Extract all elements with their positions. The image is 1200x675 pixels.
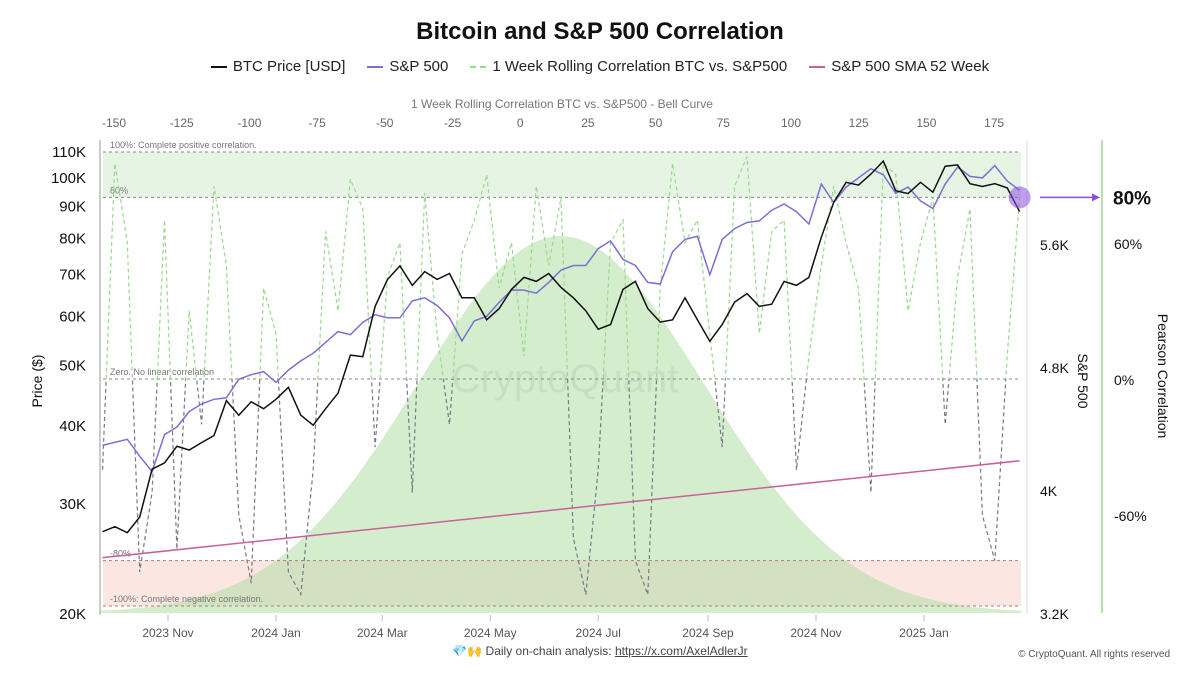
price-tick-label: 110K: [52, 144, 86, 161]
x-tick-label: 2025 Jan: [899, 626, 948, 640]
reference-label-3: -80%: [110, 549, 131, 559]
sp500-tick-label: 4K: [1040, 483, 1058, 499]
correlation-band-0: [103, 152, 1021, 198]
top-axis-tick-label: 100: [781, 116, 801, 130]
footer-text: 💎🙌 Daily on-chain analysis:: [452, 644, 615, 658]
price-tick-label: 40K: [59, 418, 86, 435]
top-axis-tick-label: 175: [984, 116, 1004, 130]
x-tick-label: 2024 Sep: [682, 626, 734, 640]
reference-label-4: -100%: Complete negative correlation.: [110, 594, 263, 604]
footer: 💎🙌 Daily on-chain analysis: https://x.co…: [0, 644, 1200, 658]
sp500-sma-line: [102, 460, 1020, 559]
top-axis-tick-label: 150: [916, 116, 936, 130]
x-tick-label: 2024 Jan: [251, 626, 300, 640]
sp500-axis-title: S&P 500: [1075, 353, 1091, 408]
top-axis-tick-label: -50: [376, 116, 394, 130]
top-axis-tick-label: -100: [237, 116, 261, 130]
legend-swatch-btc: [210, 65, 227, 68]
legend-swatch-correlation: [470, 65, 487, 68]
correlation-line-negative: [101, 379, 1007, 597]
price-tick-label: 60K: [59, 308, 86, 325]
btc-price-line: [102, 159, 1021, 534]
top-axis-tick-label: 75: [717, 116, 731, 130]
correlation-tick-label: 60%: [1114, 236, 1142, 252]
price-tick-label: 70K: [59, 267, 86, 284]
top-axis-tick-label: -75: [308, 116, 326, 130]
price-tick-label: 50K: [59, 358, 86, 375]
price-axis-title: Price ($): [29, 355, 45, 408]
footer-link[interactable]: https://x.com/AxelAdlerJr: [614, 644, 748, 658]
legend-item-sma[interactable]: S&P 500 SMA 52 Week: [809, 58, 989, 75]
reference-label-1: 80%: [110, 185, 128, 195]
chart-title: Bitcoin and S&P 500 Correlation: [416, 18, 784, 45]
legend-item-btc[interactable]: BTC Price [USD]: [210, 58, 346, 75]
price-tick-label: 80K: [59, 230, 86, 247]
top-axis-tick-label: 125: [849, 116, 869, 130]
copyright: © CryptoQuant. All rights reserved: [1018, 649, 1170, 660]
annotation-label: 80%: [1113, 188, 1151, 209]
top-axis-tick-label: -25: [444, 116, 462, 130]
x-tick-label: 2023 Nov: [142, 626, 193, 640]
correlation-tick-label: 0%: [1114, 372, 1134, 388]
price-tick-label: 20K: [59, 606, 86, 623]
legend: BTC Price [USD] S&P 500 1 Week Rolling C…: [0, 58, 1200, 75]
x-tick-label: 2024 Jul: [576, 626, 621, 640]
correlation-tick-label: -60%: [1114, 508, 1147, 524]
sp500-tick-label: 4.8K: [1040, 360, 1069, 376]
x-tick-label: 2024 Mar: [357, 626, 408, 640]
legend-label-sp500: S&P 500: [389, 58, 449, 75]
annotation-arrow-icon: [1092, 193, 1100, 202]
x-tick-label: 2024 Nov: [790, 626, 841, 640]
sp500-line: [102, 164, 1021, 474]
top-axis-tick-label: 25: [581, 116, 595, 130]
reference-label-2: Zero. No linear correlation: [110, 367, 214, 377]
legend-swatch-sp500: [367, 65, 384, 68]
top-axis-tick-label: -125: [170, 116, 194, 130]
price-tick-label: 30K: [59, 496, 86, 513]
price-tick-label: 90K: [59, 198, 86, 215]
bell-curve-area: [100, 236, 1022, 613]
legend-label-correlation: 1 Week Rolling Correlation BTC vs. S&P50…: [492, 58, 788, 75]
pearson-axis-title: Pearson Correlation: [1155, 314, 1171, 439]
top-axis-tick-label: -150: [102, 116, 126, 130]
top-axis-tick-label: 50: [649, 116, 663, 130]
legend-label-sma: S&P 500 SMA 52 Week: [831, 58, 990, 75]
legend-swatch-sma: [809, 65, 826, 68]
price-tick-label: 100K: [51, 170, 86, 187]
top-axis-title: 1 Week Rolling Correlation BTC vs. S&P50…: [411, 97, 713, 111]
reference-label-0: 100%: Complete positive correlation.: [110, 140, 257, 150]
sp500-tick-label: 3.2K: [1040, 606, 1069, 622]
latest-correlation-marker: [1008, 186, 1031, 209]
x-tick-label: 2024 May: [464, 626, 517, 640]
legend-label-btc: BTC Price [USD]: [232, 58, 346, 75]
correlation-line-positive: [105, 156, 1021, 379]
sp500-tick-label: 5.6K: [1040, 237, 1069, 253]
top-axis-tick-label: 0: [517, 116, 524, 130]
legend-item-sp500[interactable]: S&P 500: [367, 58, 448, 75]
legend-item-correlation[interactable]: 1 Week Rolling Correlation BTC vs. S&P50…: [470, 58, 787, 75]
